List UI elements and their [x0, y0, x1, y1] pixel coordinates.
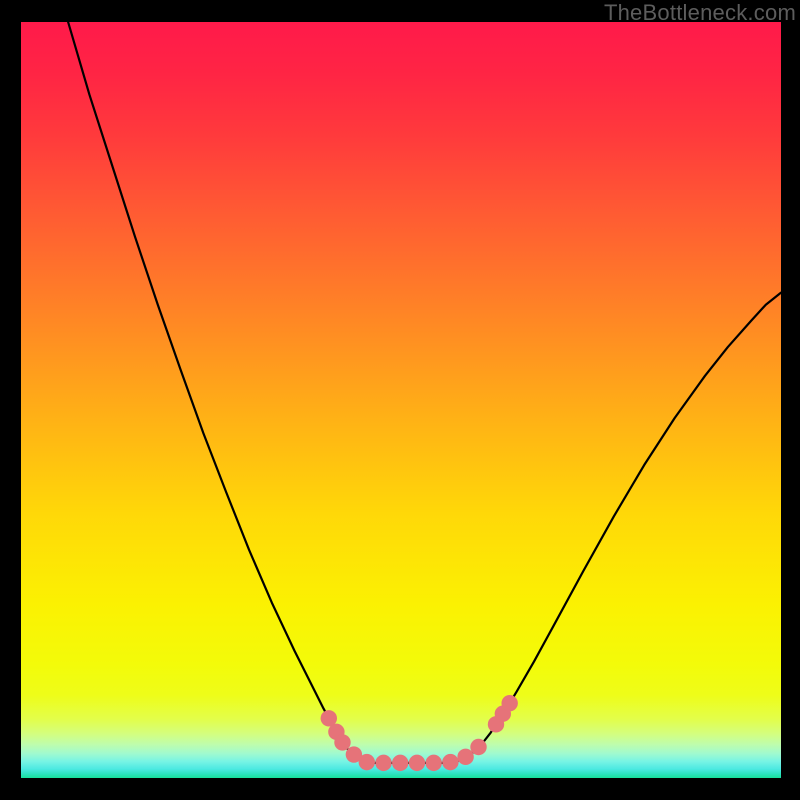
data-marker: [501, 695, 517, 711]
data-marker: [457, 749, 473, 765]
data-marker: [409, 755, 425, 771]
data-marker: [425, 755, 441, 771]
data-marker: [334, 734, 350, 750]
chart-svg: [0, 0, 800, 800]
data-marker: [470, 739, 486, 755]
data-marker: [375, 755, 391, 771]
data-marker: [442, 754, 458, 770]
data-marker: [392, 755, 408, 771]
bottleneck-chart: TheBottleneck.com: [0, 0, 800, 800]
plot-area: [21, 22, 781, 778]
data-marker: [359, 754, 375, 770]
watermark-text: TheBottleneck.com: [604, 0, 796, 26]
